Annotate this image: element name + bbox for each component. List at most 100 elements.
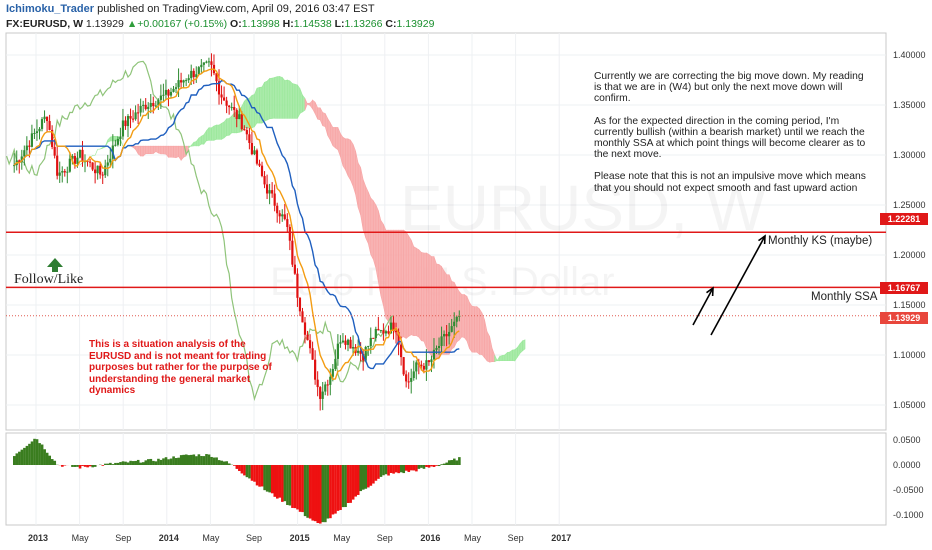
cloud-segment xyxy=(474,306,478,353)
candle-body xyxy=(71,156,74,159)
cloud-segment xyxy=(372,199,377,268)
author-link[interactable]: Ichimoku_Trader xyxy=(6,3,95,15)
candle-body xyxy=(341,340,345,343)
candle-body xyxy=(33,132,36,134)
candle-body xyxy=(228,105,231,108)
oscillator-bar xyxy=(265,465,269,492)
candle-body xyxy=(56,155,59,176)
cloud-segment xyxy=(276,76,281,119)
oscillator-bar xyxy=(379,465,383,477)
cloud-segment xyxy=(476,305,480,355)
candle-body xyxy=(339,342,342,344)
candle-body xyxy=(126,115,130,127)
candle-body xyxy=(20,156,23,162)
candle-body xyxy=(76,157,79,164)
candle-body xyxy=(167,89,170,96)
candle-body xyxy=(13,165,16,167)
candle-body xyxy=(217,81,221,95)
analysis-note: Currently we are correcting the big move… xyxy=(594,71,866,205)
time-tick-label: May xyxy=(464,533,482,543)
oscillator-bar xyxy=(164,457,168,465)
oscillator-bar xyxy=(367,465,370,488)
last-price: 1.13929 xyxy=(85,18,124,30)
time-tick-label: 2013 xyxy=(28,533,48,543)
oscillator-bar xyxy=(33,438,36,465)
cloud-segment xyxy=(507,351,511,362)
chikou-span xyxy=(6,60,394,402)
oscillator-bar xyxy=(18,451,21,465)
oscillator-bar xyxy=(200,456,203,465)
oscillator-bar xyxy=(233,465,236,466)
ks-price-box: 1.22281 xyxy=(880,213,928,225)
oscillator-bar xyxy=(167,459,170,465)
oscillator-bar xyxy=(179,455,183,465)
oscillator-bar xyxy=(83,465,87,467)
price-axis[interactable]: 1.40000 1.35000 1.30000 1.25000 1.20000 1.150… xyxy=(893,50,926,520)
cloud-segment xyxy=(350,139,354,187)
cloud-segment xyxy=(345,138,349,176)
oscillator-bar xyxy=(258,465,261,487)
cloud-segment xyxy=(244,97,248,129)
oscillator-bar xyxy=(432,465,436,467)
oscillator-bar xyxy=(104,463,107,465)
candle-body xyxy=(324,384,327,392)
ssa-price-box: 1.16767 xyxy=(880,282,928,294)
candle-body xyxy=(106,162,109,166)
oscillator-bar xyxy=(349,465,352,503)
cloud-segment xyxy=(269,77,273,120)
oscillator-bar xyxy=(109,462,112,465)
cloud-segment xyxy=(421,251,425,342)
oscillator-bar xyxy=(372,465,375,484)
candle-body xyxy=(51,129,54,147)
candle-body xyxy=(40,119,44,129)
oscillator-bar xyxy=(318,465,322,524)
cloud-segment xyxy=(375,204,379,282)
oscillator-bar xyxy=(154,461,158,465)
oscillator-bar xyxy=(222,461,226,465)
candle-body xyxy=(372,337,375,339)
cloud-segment xyxy=(297,84,301,119)
oscillator-bar xyxy=(324,465,327,523)
candle-body xyxy=(331,368,334,377)
time-axis[interactable]: 2013 May Sep 2014 May Sep 2015 May Sep 2016 May Sep… xyxy=(28,533,571,543)
oscillator-bar xyxy=(344,465,347,508)
cloud-segment xyxy=(347,138,351,182)
cloud-segment xyxy=(464,293,468,342)
candle-body xyxy=(101,174,104,176)
candle-body xyxy=(202,62,205,65)
oscillator-bar xyxy=(341,465,345,508)
candle-body xyxy=(281,214,284,217)
oscillator-bar xyxy=(240,465,244,474)
candle-body xyxy=(258,163,261,166)
oscillator-bar xyxy=(422,465,426,469)
oscillator-bar xyxy=(356,465,360,495)
open-label: O: xyxy=(230,18,242,30)
candle-body xyxy=(68,158,71,172)
oscillator-bar xyxy=(91,465,94,468)
oscillator-bar xyxy=(190,454,193,465)
low-label: L: xyxy=(334,18,345,30)
candle-body xyxy=(38,128,41,132)
follow-like-label[interactable]: Follow/Like xyxy=(14,272,84,287)
oscillator-bar xyxy=(28,443,31,465)
cloud-segment xyxy=(193,141,197,147)
candle-body xyxy=(260,165,264,177)
candle-body xyxy=(276,205,279,214)
ohlc-line: FX:EURUSD, W 1.13929 ▲+0.00167 (+0.15%) … xyxy=(6,18,434,30)
cloud-segment xyxy=(327,117,331,142)
follow-arrow-icon[interactable] xyxy=(47,258,63,272)
candle-body xyxy=(321,391,324,399)
oscillator-bar xyxy=(187,455,191,465)
oscillator-bar xyxy=(389,465,393,473)
candle-body xyxy=(129,115,132,119)
oscillator-bar xyxy=(420,465,423,468)
cloud-segment xyxy=(292,83,296,119)
oscillator-bar xyxy=(23,447,26,465)
oscillator-bar xyxy=(124,461,127,465)
time-tick-label: May xyxy=(72,533,90,543)
cloud-segment xyxy=(471,305,475,353)
oscillator-bar xyxy=(394,465,398,473)
candle-body xyxy=(334,358,337,369)
candle-body xyxy=(308,340,312,349)
